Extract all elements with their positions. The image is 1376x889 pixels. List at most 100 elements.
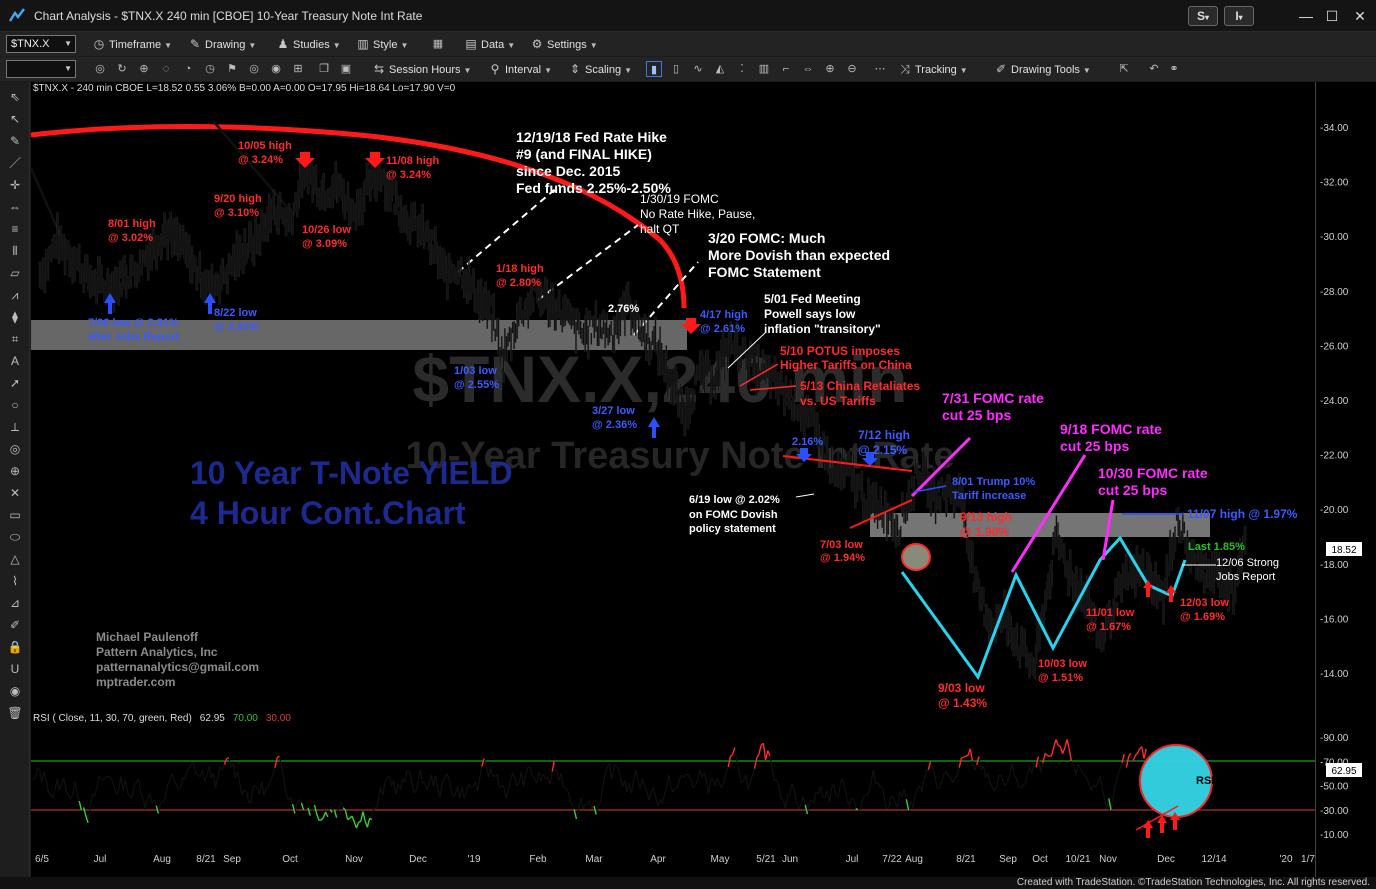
measure-icon[interactable]: ⊿ bbox=[9, 596, 21, 610]
magnet-icon[interactable]: U bbox=[10, 662, 20, 676]
chevron-down-icon: ▼ bbox=[164, 41, 173, 50]
line-chart-icon[interactable]: ∿ bbox=[693, 63, 703, 75]
symbol-info-line: $TNX.X - 240 min CBOE L=18.52 0.55 3.06%… bbox=[33, 83, 456, 94]
grid-icon[interactable]: ⊞ bbox=[293, 63, 303, 75]
symbol-link-button[interactable]: S▾ bbox=[1188, 6, 1218, 26]
chevron-down-icon: ▼ bbox=[463, 66, 472, 75]
fib-icon[interactable]: ⩘ bbox=[11, 288, 19, 302]
lock-icon[interactable]: 🔒 bbox=[7, 640, 23, 654]
cross-icon[interactable]: ✛ bbox=[9, 178, 21, 192]
interval-menu[interactable]: ⚲ Interval ▼ bbox=[488, 61, 552, 77]
timer-icon[interactable]: ◔ bbox=[184, 63, 192, 75]
bar-chart-icon[interactable]: ▮ bbox=[646, 61, 662, 77]
step-icon[interactable]: ⌐ bbox=[782, 63, 790, 75]
secondary-toolbar: ▼ ◎ ↻ ⊕ ◌ ◔ ◷ ⚑ ◎ ◉ ⊞ ❐ ▣ ⇆ Session Hours… bbox=[0, 57, 1376, 81]
scaling-menu[interactable]: ⇕ Scaling ▼ bbox=[569, 62, 632, 76]
studies-menu[interactable]: ♟ Studies ▼ bbox=[277, 37, 341, 51]
workspace-select[interactable]: ▼ bbox=[6, 60, 76, 78]
trash-icon[interactable]: 🗑 bbox=[7, 706, 23, 720]
circle-icon[interactable]: ○ bbox=[11, 398, 19, 412]
compress-icon[interactable]: ⇔ bbox=[802, 63, 814, 75]
chevron-down-icon: ▼ bbox=[544, 66, 552, 75]
tradestation-logo-icon bbox=[8, 8, 25, 22]
maximize-icon[interactable]: ☐ bbox=[1325, 8, 1339, 24]
main-toolbar: $TNX.X ▼ ◷ Timeframe ▼ ✎ Drawing ▼ ♟ Studies ▼ … bbox=[0, 32, 1376, 56]
hline-icon[interactable]: ≡ bbox=[11, 222, 19, 236]
timeframe-menu[interactable]: ◷ Timeframe ▼ bbox=[93, 37, 173, 51]
dashes-icon[interactable]: ⋯ bbox=[874, 63, 886, 75]
data-menu[interactable]: ▤ Data ▼ bbox=[465, 37, 516, 51]
alert-icon[interactable]: ◉ bbox=[271, 63, 281, 75]
target-icon[interactable]: ◎ bbox=[9, 442, 21, 456]
chevron-down-icon: ▼ bbox=[1082, 66, 1091, 75]
sync-icon[interactable]: ◌ bbox=[162, 63, 170, 75]
polyline-icon[interactable]: ⌇ bbox=[12, 574, 18, 588]
minimize-icon[interactable]: — bbox=[1299, 8, 1313, 24]
studies-icon: ♟ bbox=[277, 37, 289, 51]
tracking-icon: ⤨ bbox=[900, 62, 910, 76]
target-icon[interactable]: ⊕ bbox=[139, 63, 149, 75]
style-menu[interactable]: ▥ Style ▼ bbox=[357, 37, 409, 51]
zoom-out-icon[interactable]: ⊖ bbox=[847, 63, 857, 75]
ellipse-icon[interactable]: ⬭ bbox=[9, 530, 21, 544]
drawing-tools-menu[interactable]: ✐ Drawing Tools ▼ bbox=[995, 62, 1091, 76]
text-icon[interactable]: A bbox=[10, 354, 19, 368]
chevron-down-icon: ▼ bbox=[64, 64, 72, 73]
chevron-down-icon: ▼ bbox=[248, 41, 257, 50]
window-icon[interactable]: ❐ bbox=[319, 63, 329, 75]
link-icon[interactable]: ◎ bbox=[95, 63, 105, 75]
candle-icon[interactable]: ▯ bbox=[672, 63, 680, 75]
clock-icon[interactable]: ◷ bbox=[205, 63, 215, 75]
trendline-icon[interactable]: ／ bbox=[8, 156, 21, 170]
pointer-icon[interactable]: ⇖ bbox=[9, 90, 21, 104]
chevron-down-icon: ▼ bbox=[959, 66, 968, 75]
pencil-icon[interactable]: ✎ bbox=[9, 134, 21, 148]
rsi-label: RSI ( Close, 11, 30, 70, green, Red) bbox=[33, 713, 192, 724]
chevron-down-icon: ▼ bbox=[400, 41, 409, 50]
close-icon[interactable]: ✕ bbox=[1354, 8, 1366, 24]
arrows-icon[interactable]: ⇔ bbox=[9, 200, 21, 214]
rsi-upper-value: 70.00 bbox=[232, 713, 258, 724]
zoom-in-icon[interactable]: ⊕ bbox=[825, 63, 835, 75]
zoom-icon[interactable]: ⊕ bbox=[9, 464, 21, 478]
eye-icon[interactable]: ◉ bbox=[9, 684, 21, 698]
tracking-menu[interactable]: ⤨ Tracking ▼ bbox=[898, 61, 968, 77]
layout-icon[interactable]: ▦ bbox=[432, 38, 444, 50]
link-chain-icon[interactable]: ⚭ bbox=[1169, 63, 1179, 75]
tile-icon[interactable]: ▣ bbox=[340, 63, 352, 75]
dot-chart-icon[interactable]: ⁚ bbox=[740, 63, 744, 75]
export-icon[interactable]: ⇱ bbox=[1119, 63, 1129, 75]
delete-icon[interactable]: ✕ bbox=[9, 486, 21, 500]
triangle-icon[interactable]: △ bbox=[10, 552, 20, 566]
drawing-tools-icon: ✐ bbox=[995, 62, 1007, 76]
copyright-text: Created with TradeStation. ©TradeStation… bbox=[1016, 877, 1370, 888]
scaling-icon: ⇕ bbox=[569, 62, 581, 76]
histogram-icon[interactable]: ▥ bbox=[758, 63, 770, 75]
flag-icon[interactable]: ⚑ bbox=[227, 63, 237, 75]
channel-icon[interactable]: ▱ bbox=[10, 266, 20, 280]
pencil-icon: ✎ bbox=[189, 37, 201, 51]
vline-icon[interactable]: ⦀ bbox=[12, 244, 18, 258]
fan-icon[interactable]: ⧫ bbox=[12, 310, 18, 324]
chart-area[interactable] bbox=[31, 82, 1315, 877]
title-bar: Chart Analysis - $TNX.X 240 min [CBOE] 1… bbox=[0, 0, 1376, 32]
cursor-icon[interactable]: ↖ bbox=[9, 112, 21, 126]
pin-icon: ⚲ bbox=[490, 62, 500, 76]
ruler-icon[interactable]: ⟂ bbox=[10, 420, 19, 434]
undo-icon[interactable]: ↶ bbox=[1149, 63, 1159, 75]
arrow-icon[interactable]: ➚ bbox=[9, 376, 21, 390]
bell-icon[interactable]: ◎ bbox=[249, 63, 259, 75]
gear-icon: ⚙ bbox=[531, 37, 543, 51]
drawing-menu[interactable]: ✎ Drawing ▼ bbox=[189, 37, 257, 51]
area-icon[interactable]: ◭ bbox=[715, 63, 725, 75]
price-axis[interactable] bbox=[1315, 82, 1376, 877]
chevron-down-icon: ▼ bbox=[589, 41, 598, 50]
symbol-input[interactable]: $TNX.X ▼ bbox=[6, 35, 76, 53]
gann-icon[interactable]: ⌗ bbox=[11, 332, 19, 346]
refresh-icon[interactable]: ↻ bbox=[117, 63, 127, 75]
rect-icon[interactable]: ▭ bbox=[9, 508, 21, 522]
settings-menu[interactable]: ⚙ Settings ▼ bbox=[531, 37, 598, 51]
pen-icon[interactable]: ✐ bbox=[9, 618, 21, 632]
session-hours-menu[interactable]: ⇆ Session Hours ▼ bbox=[373, 62, 472, 76]
interval-link-button[interactable]: I▾ bbox=[1224, 6, 1254, 26]
